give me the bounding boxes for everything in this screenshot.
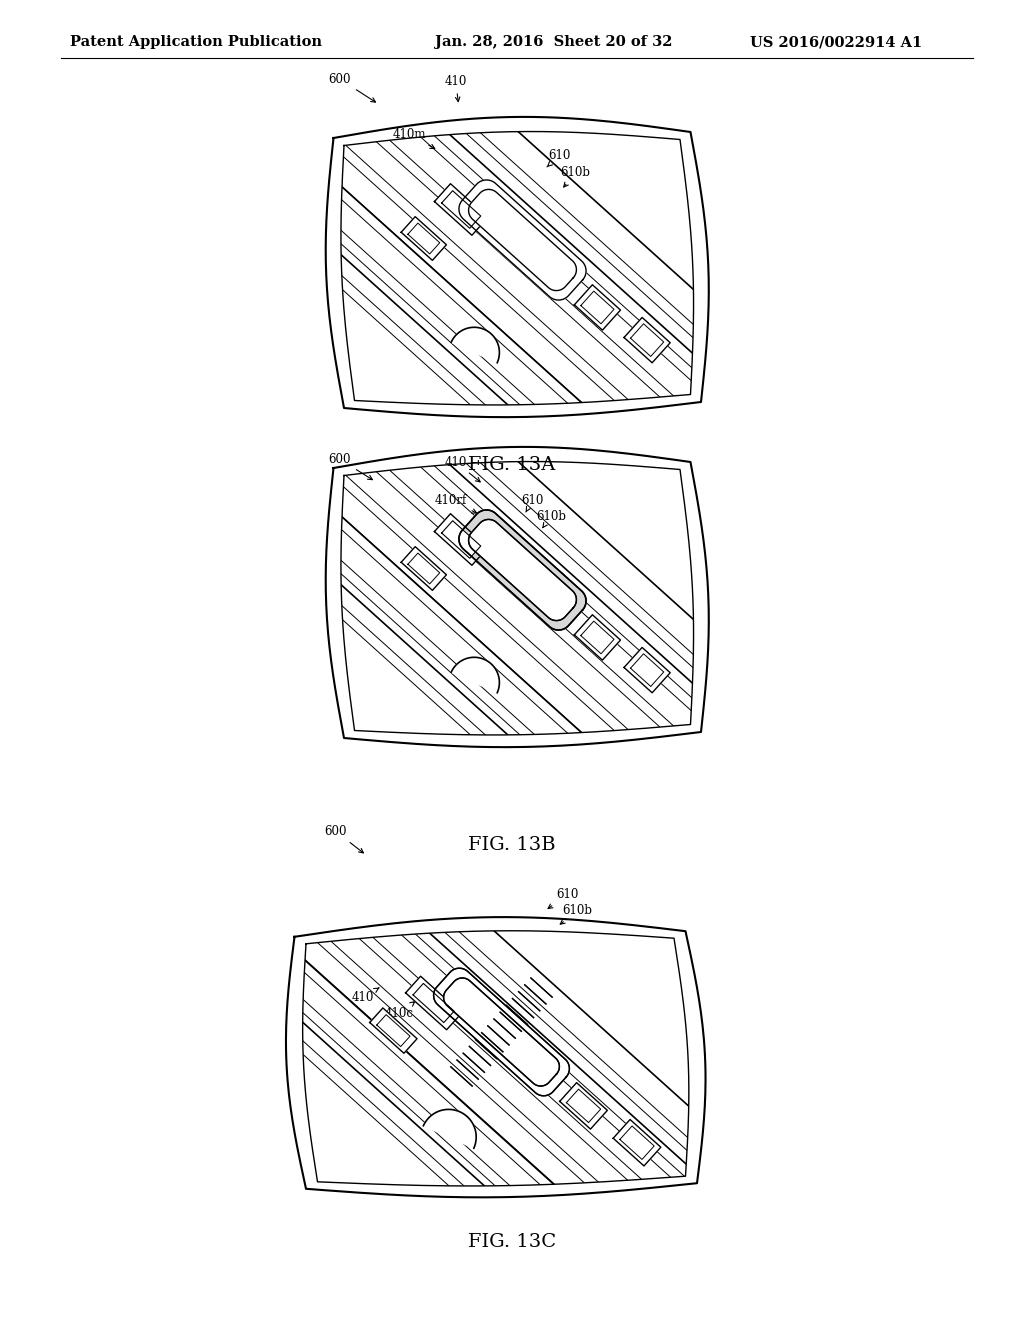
Polygon shape [401,216,446,260]
Polygon shape [434,183,488,235]
Polygon shape [459,510,586,630]
Polygon shape [433,969,569,1096]
Polygon shape [624,647,670,693]
Polygon shape [326,447,709,747]
Polygon shape [469,519,577,620]
Polygon shape [413,983,454,1023]
Polygon shape [401,546,446,590]
Text: 600: 600 [325,825,364,853]
Polygon shape [452,657,500,693]
Polygon shape [441,520,480,558]
Text: Jan. 28, 2016  Sheet 20 of 32: Jan. 28, 2016 Sheet 20 of 32 [435,36,673,49]
Text: 610b: 610b [560,904,593,924]
Polygon shape [613,1119,660,1166]
Polygon shape [423,1109,476,1148]
Polygon shape [459,510,586,630]
Text: 610: 610 [547,149,570,166]
Text: FIG. 13C: FIG. 13C [468,1233,556,1251]
Text: FIG. 13A: FIG. 13A [468,455,556,474]
Text: FIG. 13B: FIG. 13B [468,836,556,854]
Text: 410: 410 [444,455,480,482]
Text: 410c: 410c [385,1002,415,1020]
Text: 600: 600 [329,73,376,102]
Polygon shape [434,513,488,565]
Polygon shape [452,327,500,363]
Polygon shape [441,190,480,228]
Polygon shape [406,977,462,1030]
Polygon shape [560,1082,607,1129]
Polygon shape [443,978,559,1086]
Polygon shape [469,519,577,620]
Text: 410: 410 [444,75,467,102]
Polygon shape [370,1008,417,1053]
Text: 610b: 610b [536,510,566,528]
Polygon shape [286,917,706,1197]
Text: US 2016/0022914 A1: US 2016/0022914 A1 [750,36,923,49]
Polygon shape [443,978,559,1086]
Polygon shape [459,180,586,300]
Polygon shape [574,285,621,330]
Text: 410rf: 410rf [434,494,476,513]
Polygon shape [574,615,621,660]
Text: 610: 610 [548,888,579,908]
Text: 610b: 610b [560,166,591,187]
Text: 600: 600 [329,453,373,479]
Text: 410: 410 [351,987,379,1005]
Text: 410m: 410m [393,128,435,149]
Text: Patent Application Publication: Patent Application Publication [70,36,322,49]
Polygon shape [326,117,709,417]
Polygon shape [624,317,670,363]
Polygon shape [433,969,569,1096]
Text: 610: 610 [521,494,544,512]
Polygon shape [469,189,577,290]
